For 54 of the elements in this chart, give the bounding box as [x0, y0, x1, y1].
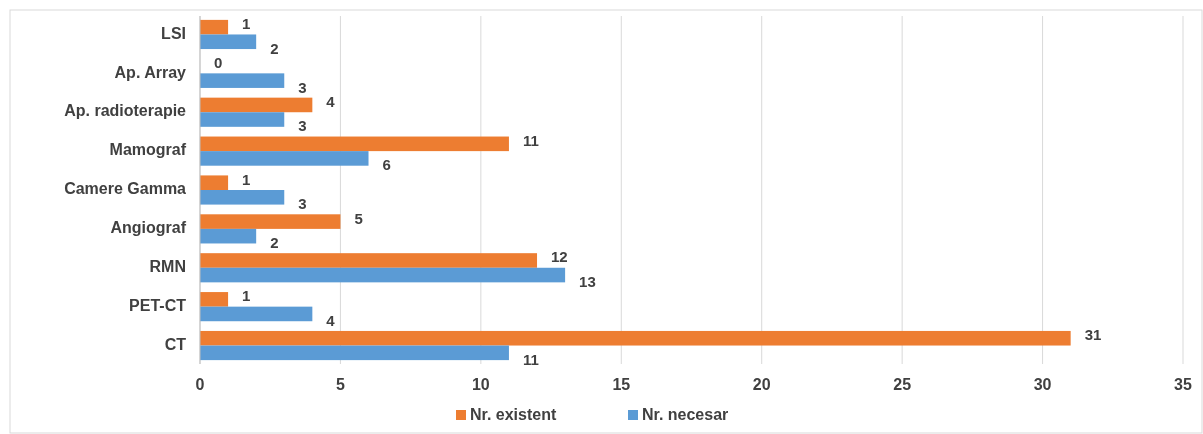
y-tick-label: Ap. radioterapie	[64, 102, 187, 120]
data-label: 3	[298, 195, 307, 213]
data-label: 6	[382, 156, 391, 174]
bar	[200, 34, 257, 50]
bar	[200, 253, 538, 268]
y-tick-label: PET-CT	[129, 296, 187, 314]
y-tick-label: Mamograf	[109, 141, 187, 159]
data-label: 0	[214, 54, 223, 72]
bar	[200, 306, 313, 322]
legend-label: Nr. necesar	[642, 406, 729, 423]
bar	[200, 73, 285, 88]
x-tick-label: 30	[1033, 376, 1052, 393]
bar	[200, 151, 369, 166]
bar	[200, 330, 1071, 346]
x-tick-label: 0	[195, 376, 205, 393]
bar	[200, 19, 229, 35]
data-label: 1	[242, 15, 251, 33]
data-label: 3	[298, 78, 307, 96]
y-tick-label: Angiograf	[110, 219, 187, 237]
x-tick-label: 25	[893, 376, 912, 393]
data-label: 2	[270, 39, 279, 57]
bar	[200, 228, 257, 244]
data-label: 31	[1084, 326, 1102, 344]
data-label: 4	[326, 311, 336, 329]
bar	[200, 97, 313, 113]
data-label: 1	[242, 287, 251, 305]
y-tick-label: Ap. Array	[114, 63, 187, 81]
bar	[200, 292, 229, 307]
x-tick-label: 15	[612, 376, 631, 393]
bar	[200, 112, 285, 127]
x-tick-label: 35	[1174, 376, 1192, 393]
bar	[200, 190, 285, 205]
data-label: 2	[270, 234, 279, 252]
data-label: 4	[326, 92, 336, 110]
data-label: 12	[551, 248, 568, 266]
y-tick-label: LSI	[161, 24, 186, 42]
x-tick-label: 10	[471, 376, 490, 393]
data-label: 13	[579, 273, 596, 291]
y-tick-label: CT	[164, 335, 187, 353]
bar	[200, 345, 509, 361]
x-tick-label: 5	[335, 376, 345, 393]
x-tick-label: 20	[752, 376, 771, 393]
bar	[200, 214, 341, 229]
data-label: 3	[298, 117, 307, 135]
data-label: 11	[522, 131, 539, 149]
bar	[200, 175, 229, 190]
y-tick-label: RMN	[149, 257, 186, 275]
y-tick-label: Camere Gamma	[64, 180, 187, 198]
data-label: 1	[242, 170, 251, 188]
bar	[200, 267, 566, 283]
legend-label: Nr. existent	[470, 406, 557, 423]
data-label: 11	[522, 350, 539, 368]
bar	[200, 136, 509, 152]
data-label: 5	[354, 209, 363, 227]
